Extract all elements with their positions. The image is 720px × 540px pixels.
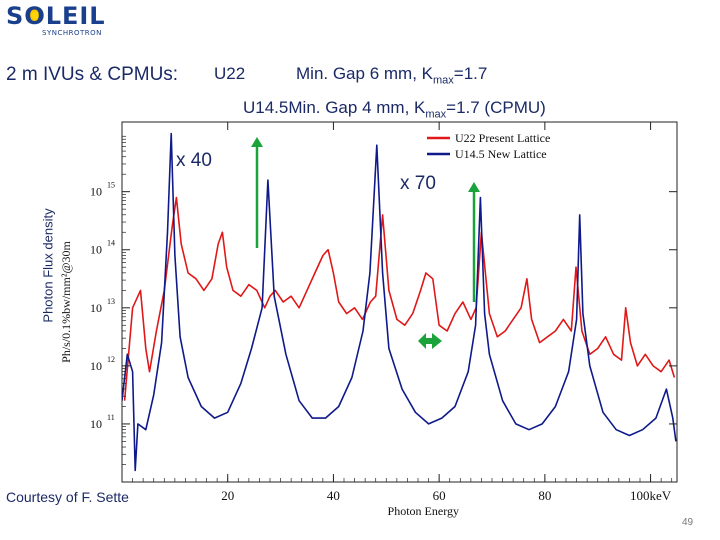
- y-tick-exponent: 14: [107, 239, 115, 248]
- soleil-logo: SOLEIL SYNCHROTRON: [6, 2, 126, 40]
- gain-arrow-40-head: [251, 137, 263, 147]
- sun-icon: [27, 7, 44, 24]
- gain-arrow-70-head: [468, 182, 480, 192]
- legend-entry: U14.5 New Lattice: [455, 147, 547, 161]
- logo-subtext: SYNCHROTRON: [42, 29, 102, 37]
- series-line-u145: [122, 132, 677, 472]
- x-tick-label: 60: [433, 488, 446, 503]
- x-tick-label: 80: [538, 488, 551, 503]
- u22-gap-text: Min. Gap 6 mm, Kmax=1.7: [296, 64, 488, 87]
- y-axis-label: Ph/s/0.1%bw/mm²@30m: [59, 241, 73, 363]
- shift-arrow-shaft: [424, 338, 434, 344]
- y-tick-label: 10: [90, 301, 102, 315]
- page-number: 49: [682, 517, 694, 528]
- series-line-u22: [123, 196, 676, 401]
- shift-arrow-left-head: [418, 333, 426, 349]
- x-tick-label: 100keV: [630, 488, 672, 503]
- plot-frame: [121, 121, 678, 483]
- x-axis-label: Photon Energy: [388, 504, 459, 518]
- slide-title: 2 m IVUs & CPMUs:: [6, 64, 179, 85]
- shift-arrow-right-head: [432, 333, 442, 349]
- y-tick-label: 10: [90, 359, 102, 373]
- u22-label: U22: [214, 64, 246, 83]
- credit-text: Courtesy of F. Sette: [6, 489, 129, 505]
- y-tick-exponent: 13: [107, 297, 115, 306]
- gain-label-40: x 40: [176, 150, 212, 171]
- x-tick-label: 40: [327, 488, 340, 503]
- legend-entry: U22 Present Lattice: [455, 131, 550, 145]
- u145-gap-text: U14.5Min. Gap 4 mm, Kmax=1.7 (CPMU): [243, 98, 546, 121]
- x-tick-label: 20: [221, 488, 234, 503]
- y-tick-exponent: 11: [107, 413, 115, 422]
- y-tick-exponent: 12: [107, 355, 115, 364]
- y-tick-exponent: 15: [107, 181, 115, 190]
- y-tick-label: 10: [90, 185, 102, 199]
- y-tick-label: 10: [90, 243, 102, 257]
- logo-text: SOLEIL: [6, 2, 106, 30]
- gain-label-70: x 70: [400, 173, 436, 194]
- y-tick-label: 10: [90, 417, 102, 431]
